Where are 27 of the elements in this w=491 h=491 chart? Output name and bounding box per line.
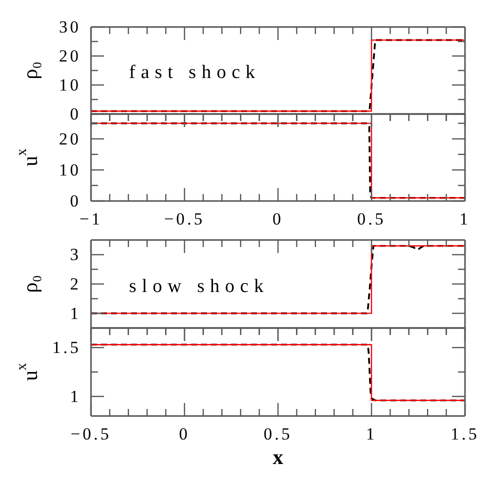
y-tick-label: 10 <box>59 160 81 180</box>
y-tick-label: 1 <box>70 386 81 406</box>
y-axis-title: ρ₀ <box>18 275 42 293</box>
y-tick-label: 30 <box>59 18 81 36</box>
y-tick-label: 2 <box>70 274 81 294</box>
y-tick-label: 1 <box>70 304 81 323</box>
x-tick-label: 1 <box>366 424 377 444</box>
x-tick-label: 0 <box>179 424 190 444</box>
x-tick-label: 0 <box>272 210 284 228</box>
x-tick-label: 1.5 <box>450 424 480 444</box>
y-tick-label: 1.5 <box>52 338 81 358</box>
y-tick-label: 20 <box>59 46 81 66</box>
y-tick-label: 3 <box>70 245 81 264</box>
x-axis-title: x <box>272 445 284 469</box>
y-tick-label: 0 <box>70 104 81 124</box>
y-tick-label: 10 <box>59 76 81 94</box>
x-tick-label: −0.5 <box>164 210 205 228</box>
x-tick-label: −0.5 <box>70 424 112 444</box>
y-tick-label: 20 <box>59 129 81 148</box>
y-axis-title: ρ₀ <box>18 62 42 80</box>
y-tick-label: 0 <box>70 192 81 210</box>
annotation: fast shock <box>129 62 261 83</box>
x-tick-label: 0.5 <box>357 210 386 228</box>
annotation: slow shock <box>129 275 269 296</box>
x-tick-label: 1 <box>460 210 470 228</box>
x-tick-label: −1 <box>79 210 103 228</box>
x-tick-label: 0.5 <box>264 424 292 444</box>
